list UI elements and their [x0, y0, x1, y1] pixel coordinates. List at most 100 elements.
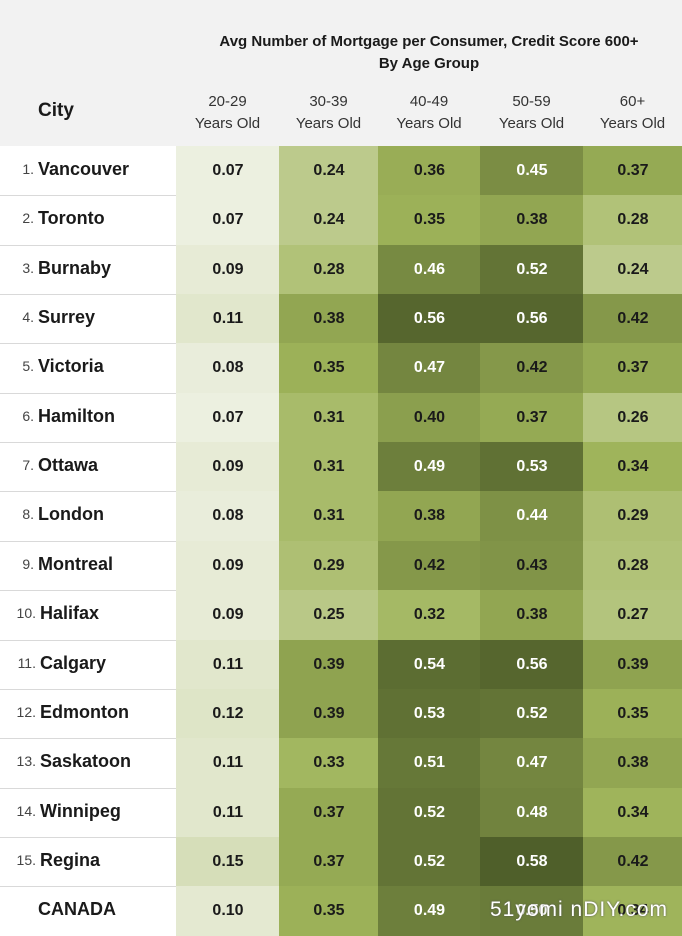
city-cell: 12. Edmonton — [0, 688, 176, 738]
table-title-line1: Avg Number of Mortgage per Consumer, Cre… — [219, 33, 639, 50]
city-cell: 15. Regina — [0, 836, 176, 886]
value-cell: 0.49 — [378, 886, 481, 936]
city-name: Calgary — [40, 652, 107, 673]
value-cell: 0.42 — [480, 343, 584, 394]
value-cell: 0.43 — [480, 540, 584, 591]
value-cell: 0.34 — [583, 787, 682, 838]
value-cell: 0.39 — [279, 688, 379, 739]
row-separator — [0, 639, 176, 641]
row-separator — [0, 590, 176, 592]
city-cell: 6. Hamilton — [0, 392, 176, 442]
value-cell: 0.42 — [378, 540, 481, 591]
city-name: Hamilton — [38, 405, 116, 426]
table-row: 11. Calgary 0.11 0.39 0.54 0.56 0.39 — [0, 639, 682, 690]
value-cell: 0.34 — [583, 886, 682, 936]
column-header-range: 40-49 — [409, 93, 449, 110]
value-cell: 0.44 — [480, 491, 584, 542]
value-cell: 0.52 — [480, 244, 584, 295]
column-header-unit: Years Old — [498, 115, 565, 132]
table-row: 15. Regina 0.15 0.37 0.52 0.58 0.42 — [0, 836, 682, 887]
table-row: 3. Burnaby 0.09 0.28 0.46 0.52 0.24 — [0, 244, 682, 295]
value-cell: 0.38 — [279, 294, 379, 345]
city-rank: 9. — [22, 555, 34, 572]
value-cell: 0.48 — [480, 787, 584, 838]
value-cell: 0.31 — [279, 491, 379, 542]
city-cell: 1. Vancouver — [0, 146, 176, 195]
row-separator — [0, 836, 176, 838]
value-cell: 0.52 — [378, 836, 481, 887]
value-cell: 0.56 — [480, 294, 584, 345]
value-cell: 0.51 — [378, 738, 481, 789]
table-row: 13. Saskatoon 0.11 0.33 0.51 0.47 0.38 — [0, 738, 682, 789]
value-cell: 0.35 — [378, 195, 481, 246]
value-cell: 0.53 — [378, 688, 481, 739]
table-row: 4. Surrey 0.11 0.38 0.56 0.56 0.42 — [0, 294, 682, 345]
city-rank: 6. — [22, 407, 34, 424]
value-cell: 0.24 — [279, 146, 379, 196]
value-cell: 0.11 — [176, 787, 280, 838]
city-column-header: City — [38, 100, 74, 121]
value-cell: 0.08 — [176, 491, 280, 542]
value-cell: 0.58 — [480, 836, 584, 887]
city-cell: 8. London — [0, 491, 176, 541]
value-cell: 0.24 — [279, 195, 379, 246]
total-row: CANADA 0.10 0.35 0.49 0.50 0.34 — [0, 886, 682, 936]
value-cell: 0.27 — [583, 590, 682, 641]
value-cell: 0.11 — [176, 639, 280, 690]
value-cell: 0.39 — [583, 639, 682, 690]
city-cell: 3. Burnaby — [0, 244, 176, 294]
table-row: 1. Vancouver 0.07 0.24 0.36 0.45 0.37 — [0, 146, 682, 196]
city-rank: 2. — [22, 210, 34, 227]
value-cell: 0.56 — [480, 639, 584, 690]
value-cell: 0.37 — [583, 146, 682, 196]
column-header-unit: Years Old — [396, 115, 462, 132]
column-header-range: 30-39 — [309, 93, 348, 110]
city-cell: 13. Saskatoon — [0, 738, 176, 788]
city-name: Toronto — [38, 208, 105, 229]
value-cell: 0.37 — [480, 392, 584, 443]
table-row: 14. Winnipeg 0.11 0.37 0.52 0.48 0.34 — [0, 787, 682, 838]
city-cell: 7. Ottawa — [0, 442, 176, 492]
column-header-1: 30-39 Years Old — [279, 91, 378, 135]
row-separator — [0, 787, 176, 789]
column-header-range: 60+ — [619, 93, 646, 110]
city-rank: 12. — [16, 703, 36, 720]
value-cell: 0.38 — [480, 590, 584, 641]
city-rank: 5. — [22, 358, 34, 375]
city-name: Surrey — [38, 307, 96, 328]
city-rank: 13. — [16, 753, 36, 770]
value-cell: 0.37 — [279, 836, 379, 887]
row-separator — [0, 442, 176, 444]
city-rank: 3. — [22, 259, 34, 276]
value-cell: 0.54 — [378, 639, 481, 690]
row-separator — [0, 244, 176, 246]
city-name: Montreal — [38, 553, 114, 574]
value-cell: 0.52 — [480, 688, 584, 739]
value-cell: 0.24 — [583, 244, 682, 295]
value-cell: 0.29 — [279, 540, 379, 591]
table-row: 8. London 0.08 0.31 0.38 0.44 0.29 — [0, 491, 682, 542]
value-cell: 0.11 — [176, 294, 280, 345]
row-separator — [0, 392, 176, 394]
city-name: London — [38, 504, 104, 525]
row-separator — [0, 540, 176, 542]
value-cell: 0.07 — [176, 146, 280, 196]
value-cell: 0.09 — [176, 590, 280, 641]
row-separator — [0, 886, 176, 888]
value-cell: 0.10 — [176, 886, 280, 936]
city-cell: 2. Toronto — [0, 195, 176, 245]
value-cell: 0.42 — [583, 836, 682, 887]
column-header-2: 40-49 Years Old — [378, 91, 480, 135]
value-cell: 0.11 — [176, 738, 280, 789]
column-header-unit: Years Old — [295, 115, 362, 132]
value-cell: 0.47 — [480, 738, 584, 789]
row-separator — [0, 195, 176, 197]
city-cell: CANADA — [0, 886, 176, 936]
city-name: Regina — [40, 849, 101, 870]
value-cell: 0.46 — [378, 244, 481, 295]
table-row: 5. Victoria 0.08 0.35 0.47 0.42 0.37 — [0, 343, 682, 394]
value-cell: 0.07 — [176, 195, 280, 246]
city-cell: 10. Halifax — [0, 590, 176, 640]
city-name: Vancouver — [38, 159, 130, 179]
value-cell: 0.38 — [378, 491, 481, 542]
